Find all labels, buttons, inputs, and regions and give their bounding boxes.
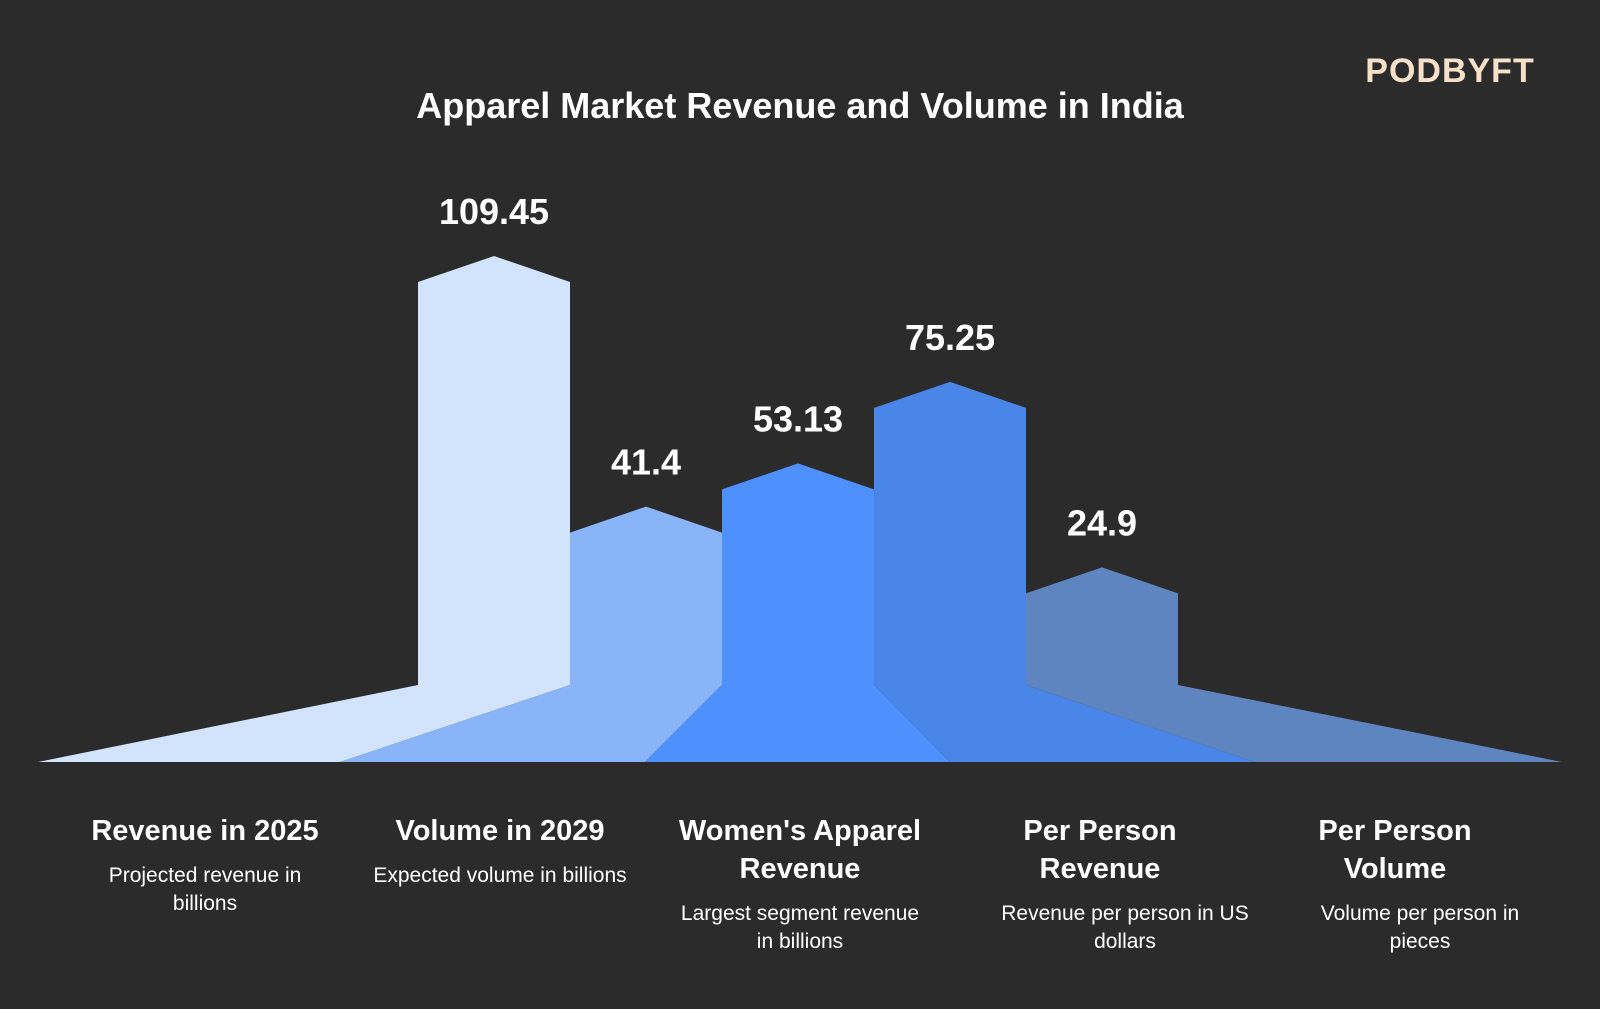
category-description: Largest segment revenue in billions	[680, 902, 920, 953]
chart-title: Apparel Market Revenue and Volume in Ind…	[416, 85, 1184, 126]
category-label: Volume in 2029	[395, 815, 605, 847]
value-labels-group: 109.45 41.4 53.13 75.25 24.9	[439, 191, 1137, 543]
category-description: Revenue per person in US dollars	[1001, 902, 1249, 953]
value-label-5: 24.9	[1067, 502, 1137, 543]
category-label: Per Person Volume	[1318, 815, 1472, 885]
category-label: Per Person Revenue	[1023, 815, 1177, 885]
category-description: Expected volume in billions	[373, 864, 627, 887]
category-label: Revenue in 2025	[91, 815, 319, 847]
value-label-1: 109.45	[439, 191, 549, 232]
bar-1	[38, 256, 570, 762]
category-description: Volume per person in pieces	[1320, 902, 1520, 953]
caption-volume-2029: Volume in 2029 Expected volume in billio…	[360, 812, 640, 890]
category-captions: Revenue in 2025 Projected revenue in bil…	[0, 812, 1600, 1002]
brand-logo: PODBYFT	[1365, 52, 1534, 90]
value-label-4: 75.25	[905, 317, 995, 358]
bars-group	[38, 256, 1562, 762]
bar-2	[340, 506, 722, 762]
bar-4	[874, 381, 1255, 762]
caption-revenue-2025: Revenue in 2025 Projected revenue in bil…	[65, 812, 345, 918]
caption-womens-apparel-revenue: Women's Apparel Revenue Largest segment …	[665, 812, 935, 956]
brand-logo-text: PODBYFT	[1365, 52, 1534, 90]
bar-3	[645, 463, 950, 762]
category-label: Women's Apparel Revenue	[678, 815, 922, 885]
bar-5	[1026, 567, 1562, 762]
caption-per-person-volume: Per Person Volume Volume per person in p…	[1290, 812, 1519, 956]
category-description: Projected revenue in billions	[108, 864, 302, 915]
value-label-2: 41.4	[611, 442, 681, 483]
caption-per-person-revenue: Per Person Revenue Revenue per person in…	[995, 812, 1248, 956]
value-label-3: 53.13	[753, 398, 843, 439]
